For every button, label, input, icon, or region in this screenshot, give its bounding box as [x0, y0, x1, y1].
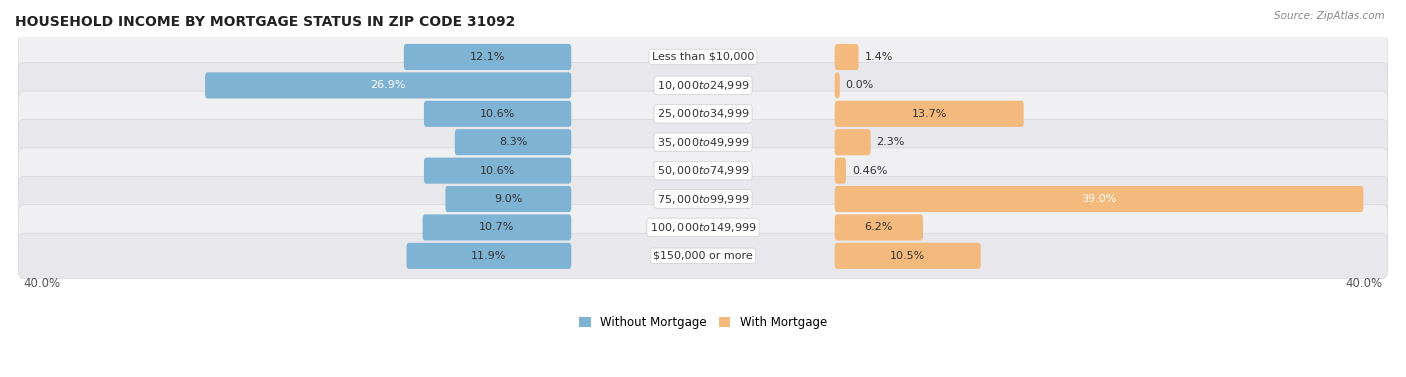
Text: 10.6%: 10.6%: [479, 109, 515, 119]
Text: $25,000 to $34,999: $25,000 to $34,999: [657, 107, 749, 120]
FancyBboxPatch shape: [404, 44, 571, 70]
Text: $75,000 to $99,999: $75,000 to $99,999: [657, 193, 749, 205]
FancyBboxPatch shape: [454, 129, 571, 155]
Text: 12.1%: 12.1%: [470, 52, 505, 62]
FancyBboxPatch shape: [425, 158, 571, 184]
Text: HOUSEHOLD INCOME BY MORTGAGE STATUS IN ZIP CODE 31092: HOUSEHOLD INCOME BY MORTGAGE STATUS IN Z…: [15, 15, 516, 29]
Text: 26.9%: 26.9%: [370, 80, 406, 90]
FancyBboxPatch shape: [423, 215, 571, 241]
Text: Source: ZipAtlas.com: Source: ZipAtlas.com: [1274, 11, 1385, 21]
FancyBboxPatch shape: [835, 101, 1024, 127]
Legend: Without Mortgage, With Mortgage: Without Mortgage, With Mortgage: [579, 316, 827, 329]
Text: 0.0%: 0.0%: [845, 80, 875, 90]
Text: 6.2%: 6.2%: [865, 222, 893, 233]
FancyBboxPatch shape: [18, 34, 1388, 80]
FancyBboxPatch shape: [18, 91, 1388, 136]
FancyBboxPatch shape: [18, 233, 1388, 279]
Text: 11.9%: 11.9%: [471, 251, 506, 261]
FancyBboxPatch shape: [835, 158, 846, 184]
Text: $35,000 to $49,999: $35,000 to $49,999: [657, 136, 749, 149]
Text: 39.0%: 39.0%: [1081, 194, 1116, 204]
FancyBboxPatch shape: [18, 63, 1388, 108]
FancyBboxPatch shape: [835, 44, 859, 70]
FancyBboxPatch shape: [406, 243, 571, 269]
Text: 8.3%: 8.3%: [499, 137, 527, 147]
Text: 13.7%: 13.7%: [911, 109, 946, 119]
FancyBboxPatch shape: [446, 186, 571, 212]
Text: $100,000 to $149,999: $100,000 to $149,999: [650, 221, 756, 234]
Text: $50,000 to $74,999: $50,000 to $74,999: [657, 164, 749, 177]
Text: 10.5%: 10.5%: [890, 251, 925, 261]
Text: 40.0%: 40.0%: [1346, 277, 1382, 290]
FancyBboxPatch shape: [205, 72, 571, 98]
Text: 10.7%: 10.7%: [479, 222, 515, 233]
Text: $150,000 or more: $150,000 or more: [654, 251, 752, 261]
Text: 9.0%: 9.0%: [494, 194, 523, 204]
Text: 10.6%: 10.6%: [479, 166, 515, 176]
FancyBboxPatch shape: [835, 243, 981, 269]
Text: 0.46%: 0.46%: [852, 166, 887, 176]
FancyBboxPatch shape: [425, 101, 571, 127]
Text: $10,000 to $24,999: $10,000 to $24,999: [657, 79, 749, 92]
Text: 40.0%: 40.0%: [24, 277, 60, 290]
FancyBboxPatch shape: [835, 215, 922, 241]
FancyBboxPatch shape: [835, 129, 870, 155]
FancyBboxPatch shape: [835, 72, 839, 98]
Text: 1.4%: 1.4%: [865, 52, 893, 62]
FancyBboxPatch shape: [18, 176, 1388, 222]
FancyBboxPatch shape: [18, 205, 1388, 250]
Text: Less than $10,000: Less than $10,000: [652, 52, 754, 62]
FancyBboxPatch shape: [18, 148, 1388, 193]
Text: 2.3%: 2.3%: [876, 137, 905, 147]
FancyBboxPatch shape: [835, 186, 1364, 212]
FancyBboxPatch shape: [18, 120, 1388, 165]
